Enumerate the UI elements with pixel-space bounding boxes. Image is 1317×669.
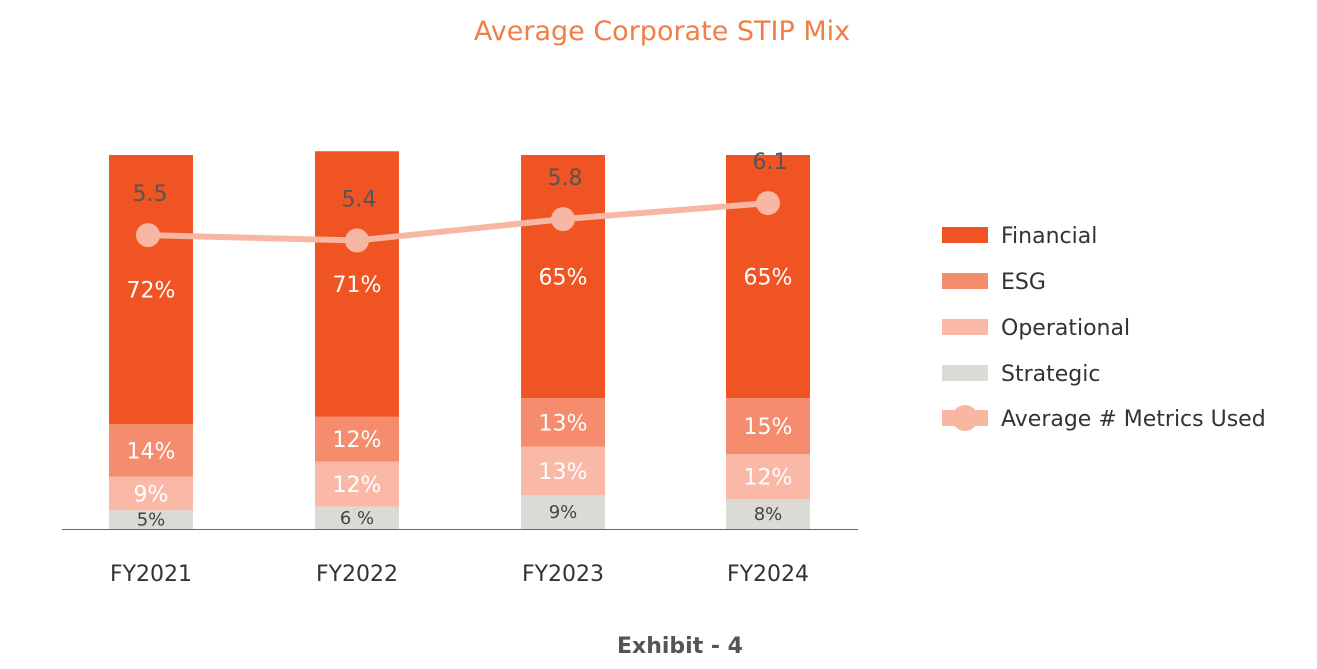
data-label-operational: 9%: [134, 482, 169, 507]
data-label-strategic: 5%: [137, 510, 166, 531]
legend-label-financial: Financial: [1001, 224, 1097, 249]
bar-segment-esg: [109, 424, 193, 477]
data-label-operational: 13%: [539, 460, 588, 485]
metrics-value-label: 6.1: [753, 150, 788, 175]
metrics-line-group: 5.5 5.4 5.8 6.1: [133, 150, 788, 253]
metrics-point: [756, 191, 780, 216]
exhibit-caption: Exhibit - 4: [617, 634, 743, 659]
data-label-financial: 72%: [127, 279, 176, 304]
x-tick-labels-group: FY2021 FY2022 FY2023 FY2024: [110, 562, 809, 587]
legend-label-esg: ESG: [1001, 270, 1046, 295]
data-label-strategic: 8%: [754, 504, 783, 525]
x-tick-label: FY2021: [110, 562, 192, 587]
metrics-value-label: 5.8: [548, 166, 583, 191]
legend-marker-average-metrics-used: [952, 405, 978, 431]
bar-segment-financial: [109, 155, 193, 425]
data-label-esg: 12%: [333, 428, 382, 453]
x-tick-label: FY2023: [522, 562, 604, 587]
x-tick-label: FY2022: [316, 562, 398, 587]
data-label-operational: 12%: [744, 466, 793, 491]
data-label-esg: 13%: [539, 411, 588, 436]
bar-segment-strategic: [521, 495, 605, 529]
bar-segment-strategic: [315, 506, 399, 529]
x-tick-label: FY2024: [727, 562, 809, 587]
data-label-financial: 71%: [333, 273, 382, 298]
metrics-value-label: 5.5: [133, 182, 168, 207]
bar-segment-esg: [726, 398, 810, 455]
data-label-operational: 12%: [333, 473, 382, 498]
metrics-point: [136, 223, 160, 248]
bar-segment-operational: [315, 461, 399, 507]
legend: Financial ESG Operational Strategic Average …: [942, 224, 1266, 432]
legend-swatch-operational: [942, 319, 988, 335]
legend-swatch-esg: [942, 273, 988, 289]
data-label-esg: 14%: [127, 439, 176, 464]
bar-segment-esg: [521, 398, 605, 447]
bar-segment-financial: [521, 155, 605, 399]
metrics-value-label: 5.4: [342, 187, 377, 212]
bar-segment-operational: [521, 446, 605, 496]
metrics-point: [345, 228, 369, 253]
metrics-line: [147, 200, 769, 244]
bars-group: [109, 151, 810, 529]
data-label-financial: 65%: [539, 266, 588, 291]
data-label-strategic: 9%: [549, 502, 578, 523]
bar-segment-operational: [109, 476, 193, 511]
data-label-financial: 65%: [744, 266, 793, 291]
bar-segment-esg: [315, 416, 399, 462]
legend-swatch-strategic: [942, 365, 988, 381]
segment-labels-group: 5% 9% 14% 72% 6 % 12% 12% 71% 9% 13% 13% 65% 8% 12% 15…: [127, 266, 793, 531]
data-label-esg: 15%: [744, 415, 793, 440]
legend-label-strategic: Strategic: [1001, 362, 1100, 387]
chart-title: Average Corporate STIP Mix: [474, 16, 850, 47]
bar-segment-strategic: [109, 510, 193, 529]
bar-segment-operational: [726, 454, 810, 500]
legend-swatch-financial: [942, 227, 988, 243]
legend-label-operational: Operational: [1001, 316, 1130, 341]
metrics-point: [551, 207, 575, 232]
bar-segment-financial: [315, 151, 399, 417]
data-label-strategic: 6 %: [340, 508, 374, 529]
bar-segment-strategic: [726, 499, 810, 529]
legend-label-average-metrics-used: Average # Metrics Used: [1001, 407, 1266, 432]
